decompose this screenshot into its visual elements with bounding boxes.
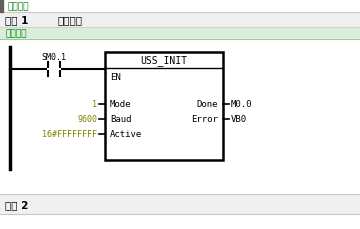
Text: 网络 2: 网络 2 [5,199,28,209]
Text: 1: 1 [92,100,97,109]
Text: Done: Done [197,100,218,109]
Text: Mode: Mode [110,100,131,109]
Text: 16#FFFFFFFF: 16#FFFFFFFF [42,130,97,139]
Text: Active: Active [110,130,142,139]
Text: Error: Error [191,115,218,124]
Text: VB0: VB0 [231,115,247,124]
Text: 网络 1: 网络 1 [5,15,28,25]
Text: EN: EN [110,73,121,82]
Text: M0.0: M0.0 [231,100,252,109]
Bar [105,53,223,160]
Text: 网络标题: 网络标题 [58,15,83,25]
Bar [0,13,360,28]
Bar [0,28,360,40]
Text: USS_INIT: USS_INIT [140,55,188,66]
Bar [0,194,360,214]
Bar [0,40,360,194]
Text: Baud: Baud [110,115,131,124]
Text: 9600: 9600 [77,115,97,124]
Bar [0,214,360,229]
Text: 网络注释: 网络注释 [5,29,27,38]
Bar [3,0,360,13]
Text: SM0.1: SM0.1 [41,52,67,61]
Text: 程序注释: 程序注释 [8,2,30,11]
Bar [0,0,3,13]
